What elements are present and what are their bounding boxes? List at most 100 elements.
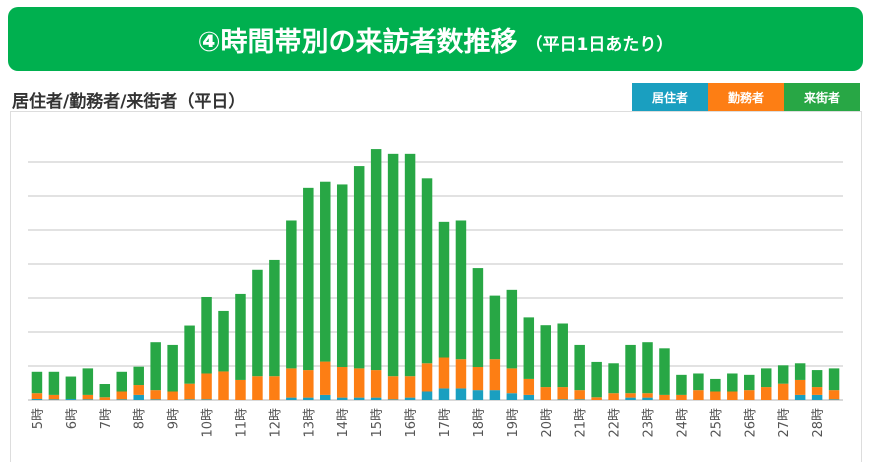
- bar-segment-visitor: [438, 221, 450, 358]
- bar-segment-worker: [625, 393, 636, 398]
- bar-segment-resident: [201, 399, 212, 400]
- bar-segment-resident: [811, 394, 823, 400]
- bar-segment-worker: [574, 390, 585, 400]
- chart-panel: [10, 111, 862, 462]
- banner-subtitle: （平日1日あたり）: [525, 34, 674, 55]
- x-tick-label: 15時: [370, 408, 385, 438]
- bar-segment-worker: [320, 361, 331, 395]
- bar-segment-resident: [65, 398, 77, 400]
- bar-segment-worker: [455, 359, 467, 389]
- bar-segment-worker: [540, 387, 551, 400]
- bar-segment-worker: [744, 390, 755, 400]
- bar-segment-visitor: [303, 187, 314, 371]
- bar-segment-visitor: [252, 269, 263, 377]
- bar-segment-worker: [99, 397, 111, 400]
- bar-segment-visitor: [269, 259, 280, 377]
- bar-segment-visitor: [608, 363, 619, 394]
- bar-segment-resident: [557, 399, 568, 400]
- bar-segment-resident: [455, 388, 467, 400]
- bar-segment-worker: [184, 383, 195, 400]
- x-tick-label: 22時: [608, 408, 623, 438]
- x-tick-label: 13時: [302, 408, 317, 438]
- bar-segment-visitor: [116, 371, 127, 392]
- bar-segment-visitor: [760, 368, 772, 388]
- bar-segment-worker: [133, 385, 144, 395]
- bar-segment-worker: [150, 390, 161, 400]
- bar-segment-worker: [370, 370, 382, 398]
- bar-segment-visitor: [201, 296, 212, 374]
- bar-segment-visitor: [557, 323, 568, 388]
- bar-segment-worker: [31, 393, 43, 399]
- x-tick-label: 6時: [65, 408, 80, 429]
- bar-segment-visitor: [591, 361, 602, 398]
- x-tick-label: 19時: [506, 408, 521, 438]
- bar-segment-resident: [404, 397, 416, 400]
- x-tick-label: 20時: [540, 408, 555, 438]
- bar-segment-visitor: [710, 378, 721, 392]
- bar-segment-visitor: [133, 366, 144, 386]
- bar-segment-resident: [794, 394, 806, 400]
- bar-segment-worker: [489, 359, 501, 391]
- bar-segment-worker: [438, 357, 450, 389]
- bar-segment-visitor: [659, 348, 670, 395]
- bar-segment-resident: [82, 399, 94, 400]
- chart-title: 居住者/勤務者/来街者（平日）: [12, 92, 246, 112]
- x-tick-label: 8時: [133, 408, 148, 429]
- bar-segment-worker: [659, 394, 670, 400]
- bar-segment-worker: [676, 394, 687, 400]
- bar-segment-worker: [387, 376, 399, 400]
- bar-segment-visitor: [744, 374, 755, 391]
- bar-segment-visitor: [167, 344, 178, 392]
- bar-segment-visitor: [794, 363, 806, 380]
- x-tick-label: 7時: [99, 408, 114, 429]
- x-tick-label: 9時: [167, 408, 182, 429]
- bar-segment-visitor: [150, 342, 161, 391]
- bar-segment-visitor: [235, 293, 246, 380]
- bar-segment-resident: [286, 397, 297, 400]
- bar-segment-resident: [336, 397, 348, 400]
- bar-segment-resident: [320, 394, 331, 400]
- bar-segment-worker: [727, 391, 738, 400]
- bar-segment-visitor: [727, 373, 738, 392]
- bar-segment-resident: [353, 397, 365, 400]
- bar-segment-resident: [523, 394, 535, 400]
- x-tick-label: 26時: [743, 408, 758, 438]
- bar-segment-visitor: [48, 371, 60, 395]
- bar-segment-resident: [489, 390, 501, 400]
- bar-segment-visitor: [506, 289, 518, 369]
- bar-segment-visitor: [455, 220, 467, 360]
- bar-segment-worker: [523, 378, 535, 395]
- title-banner: ④時間帯別の来訪者数推移 （平日1日あたり）: [8, 7, 863, 71]
- bar-segment-worker: [642, 393, 653, 398]
- bar-segment-visitor: [286, 220, 297, 369]
- bar-segment-visitor: [777, 365, 789, 384]
- x-tick-label: 24時: [675, 408, 690, 438]
- bar-segment-resident: [625, 397, 636, 400]
- bar-segment-worker: [116, 391, 127, 400]
- bar-segment-worker: [82, 394, 94, 400]
- bar-segment-visitor: [676, 374, 687, 395]
- bar-segment-resident: [303, 397, 314, 400]
- bar-segment-visitor: [65, 376, 77, 399]
- bar-segment-resident: [828, 399, 840, 400]
- bar-segment-worker: [828, 390, 840, 400]
- bar-segment-resident: [506, 393, 518, 400]
- bar-segment-visitor: [218, 310, 229, 372]
- bar-segment-worker: [269, 376, 280, 400]
- x-tick-label: 17時: [438, 408, 453, 438]
- bar-segment-worker: [811, 387, 823, 395]
- bar-segment-visitor: [31, 371, 43, 394]
- bar-segment-visitor: [574, 344, 585, 391]
- bar-segment-visitor: [693, 373, 704, 391]
- bar-segment-worker: [693, 390, 704, 400]
- bar-segment-visitor: [472, 268, 484, 368]
- legend: 居住者 勤務者 来街者: [632, 83, 860, 111]
- bar-segment-worker: [421, 363, 433, 392]
- bar-segment-resident: [642, 397, 653, 400]
- x-tick-label: 16時: [404, 408, 419, 438]
- bar-segment-worker: [48, 394, 60, 400]
- bar-segment-resident: [574, 399, 585, 400]
- x-tick-label: 25時: [709, 408, 724, 438]
- legend-visitor: 来街者: [784, 83, 860, 111]
